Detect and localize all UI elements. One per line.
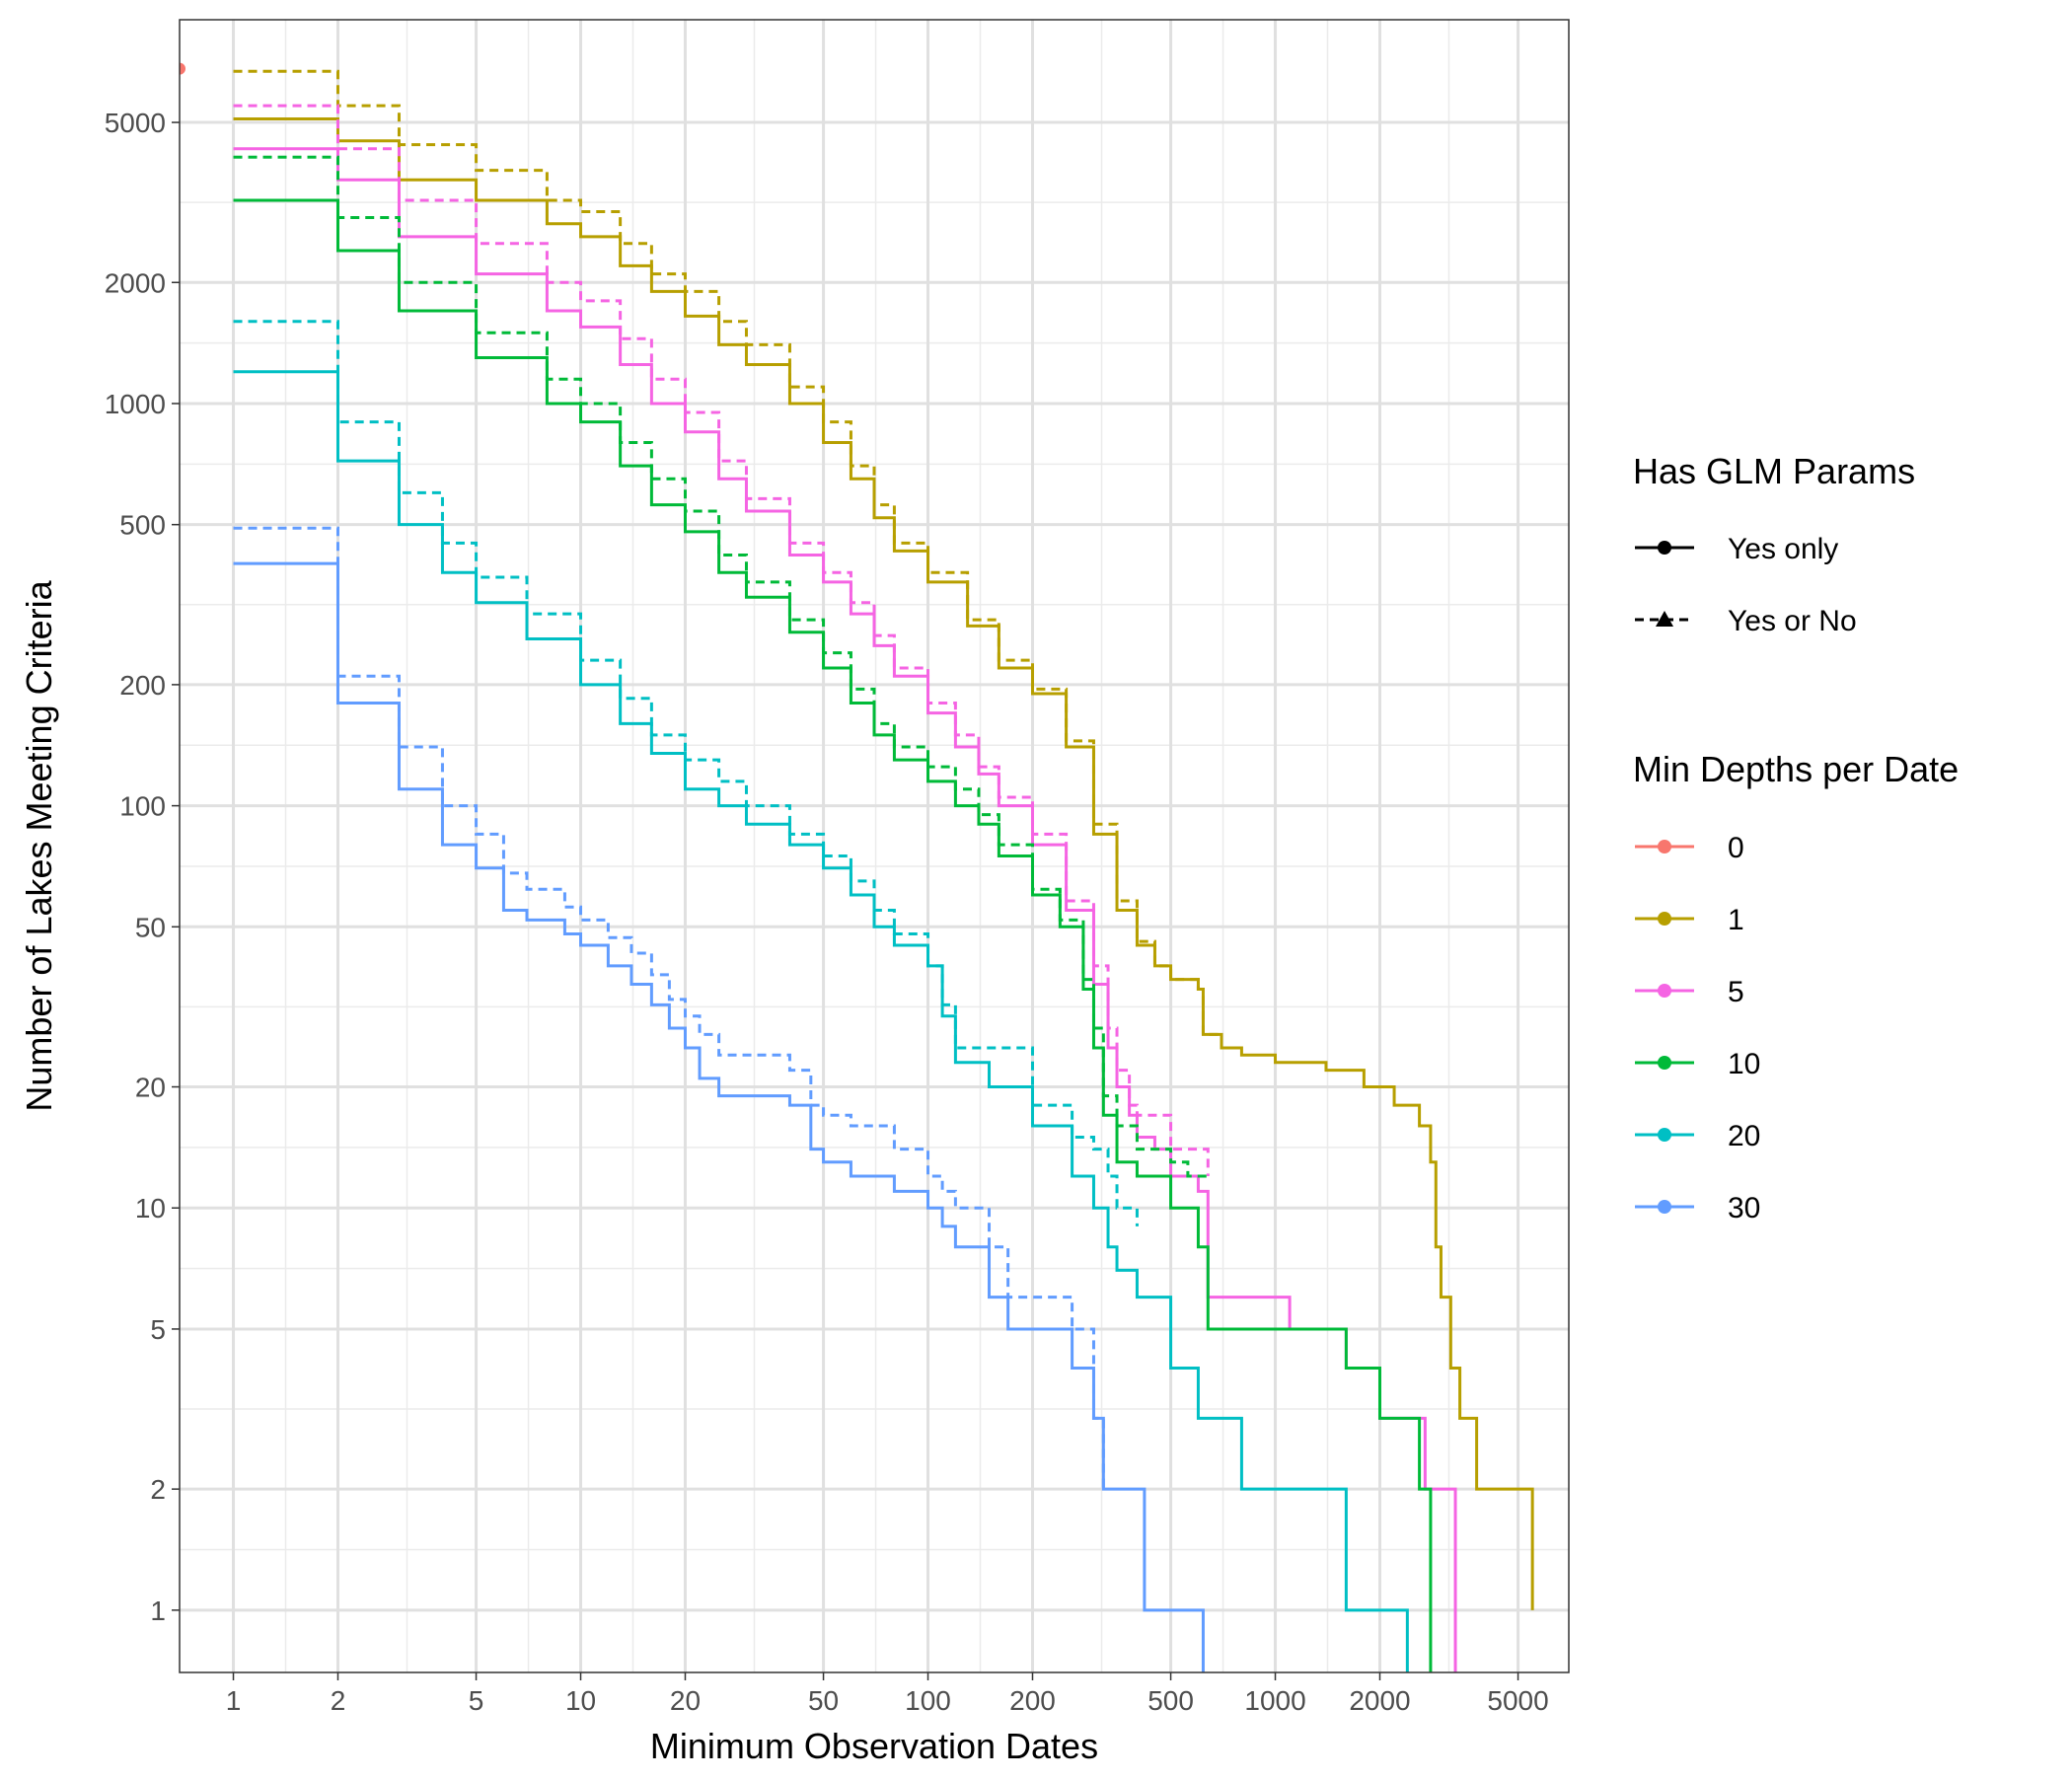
series-group [180,62,1534,1672]
x-tick-label: 10 [565,1685,596,1716]
legend-label: Yes only [1728,533,1838,565]
series-line-depth-10-yes-or-no [233,155,1209,1178]
y-tick-label: 1000 [105,389,166,419]
y-axis-title: Number of Lakes Meeting Criteria [19,579,59,1111]
x-tick-label: 200 [1009,1685,1056,1716]
legend-key-circle [1658,1128,1671,1142]
x-tick-label: 100 [905,1685,951,1716]
legend-title-glm: Has GLM Params [1633,451,1915,491]
legend-key-circle [1658,984,1671,998]
legend-label: 5 [1728,976,1744,1008]
x-tick-label: 2000 [1349,1685,1410,1716]
legend-key-circle [1658,541,1671,555]
x-axis-title: Minimum Observation Dates [650,1726,1098,1766]
legend-key-triangle [1656,611,1673,627]
x-tick-label: 1 [226,1685,242,1716]
series-line-depth-1-yes-or-no [233,69,1223,1049]
data-point-depth-0 [180,62,185,75]
series-line-depth-1-yes-only [233,117,1534,1610]
legend-label: 30 [1728,1192,1760,1224]
y-tick-label: 1 [150,1595,166,1626]
x-tick-label: 5 [469,1685,484,1716]
legend-label: Yes or No [1728,605,1857,637]
x-tick-label: 5000 [1487,1685,1548,1716]
legend-key-circle [1658,912,1671,926]
x-tick-label: 1000 [1244,1685,1305,1716]
panel-border [179,19,1570,1673]
y-axis: 1 2 5 10 20 50 100 200 500 1000 2000 5000 [105,108,180,1626]
legend-key-circle [1658,1200,1671,1214]
series-line-depth-5-yes-only [233,147,1457,1672]
legend-key-circle [1658,840,1671,853]
x-tick-label: 20 [670,1685,701,1716]
y-tick-label: 5 [150,1314,166,1345]
series-line-depth-30-yes-only [233,561,1205,1672]
y-tick-label: 2000 [105,267,166,298]
x-axis: 1 2 5 10 20 50 100 200 500 1000 2000 5000 [226,1672,1549,1716]
legend: Has GLM Params Yes only Yes or No Min Depth… [1633,451,1959,1224]
y-tick-label: 500 [119,510,166,541]
series-layer [180,62,1534,1672]
x-tick-label: 2 [331,1685,346,1716]
legend-label: 1 [1728,904,1744,936]
y-tick-label: 10 [135,1193,166,1224]
x-tick-label: 50 [808,1685,839,1716]
legend-title-depths: Min Depths per Date [1633,749,1959,789]
x-tick-label: 500 [1147,1685,1194,1716]
series-line-depth-5-yes-or-no [233,104,1210,1176]
y-tick-label: 100 [119,791,166,822]
y-tick-label: 50 [135,912,166,942]
legend-key-circle [1658,1056,1671,1070]
y-tick-label: 5000 [105,108,166,138]
series-line-depth-20-yes-or-no [233,320,1139,1226]
y-tick-label: 2 [150,1474,166,1505]
series-line-depth-30-yes-or-no [233,526,1105,1490]
legend-label: 20 [1728,1120,1760,1152]
y-tick-label: 200 [119,670,166,701]
legend-label: 10 [1728,1048,1760,1080]
y-tick-label: 20 [135,1073,166,1103]
legend-label: 0 [1728,832,1744,864]
